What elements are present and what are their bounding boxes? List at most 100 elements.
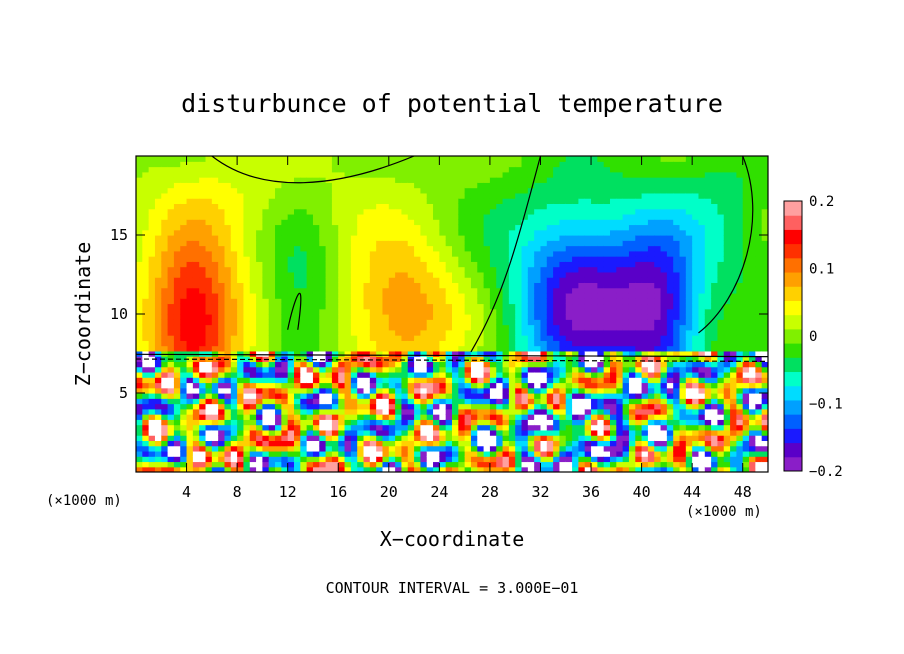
heatmap-cell [641, 340, 649, 347]
heatmap-cell [452, 250, 459, 257]
heatmap-cell [287, 435, 295, 441]
heatmap-cell [268, 198, 276, 204]
heatmap-cell [414, 261, 421, 268]
heatmap-cell [433, 340, 440, 347]
heatmap-cell [256, 266, 263, 273]
heatmap-cell [426, 182, 434, 189]
heatmap-cell [300, 161, 308, 168]
heatmap-cell [534, 393, 542, 399]
heatmap-cell [136, 408, 143, 415]
heatmap-cell [452, 329, 459, 336]
heatmap-cell [546, 435, 554, 441]
heatmap-cell [249, 245, 257, 252]
heatmap-cell [395, 408, 403, 415]
heatmap-cell [540, 387, 548, 394]
heatmap-cell [300, 403, 308, 410]
heatmap-cell [275, 424, 282, 431]
heatmap-cell [300, 203, 308, 210]
heatmap-cell [275, 245, 282, 252]
heatmap-cell [243, 240, 251, 247]
heatmap-cell [559, 450, 567, 457]
heatmap-cell [218, 213, 226, 220]
heatmap-cell [470, 361, 478, 368]
heatmap-cell [527, 345, 535, 352]
heatmap-cell [363, 271, 371, 278]
heatmap-cell [628, 398, 636, 405]
heatmap-cell [173, 161, 181, 168]
heatmap-cell [262, 387, 270, 394]
heatmap-cell [414, 224, 421, 231]
heatmap-cell [414, 461, 421, 468]
heatmap-cell [338, 450, 346, 457]
heatmap-cell [325, 287, 333, 294]
heatmap-cell [565, 429, 573, 436]
heatmap-cell [546, 466, 554, 472]
heatmap-cell [414, 282, 421, 289]
heatmap-cell [401, 450, 409, 457]
heatmap-cell [142, 292, 150, 299]
heatmap-cell [527, 192, 535, 199]
heatmap-cell [445, 156, 453, 162]
heatmap-cell [439, 393, 447, 399]
heatmap-cell [369, 235, 377, 241]
heatmap-cell [268, 435, 276, 441]
heatmap-cell [458, 192, 466, 199]
heatmap-cell [540, 414, 548, 420]
heatmap-cell [180, 456, 188, 463]
heatmap-cell [502, 250, 510, 257]
heatmap-cell [401, 324, 409, 331]
heatmap-cell [527, 219, 535, 226]
heatmap-cell [148, 235, 156, 241]
heatmap-cell [142, 435, 150, 441]
heatmap-cell [496, 182, 504, 189]
heatmap-cell [180, 166, 188, 173]
heatmap-cell [350, 403, 358, 410]
heatmap-cell [515, 429, 523, 436]
heatmap-cell [325, 298, 333, 305]
heatmap-cell [433, 277, 440, 283]
heatmap-cell [578, 319, 586, 326]
heatmap-cell [344, 187, 352, 194]
heatmap-cell [325, 435, 333, 441]
heatmap-cell [584, 266, 592, 273]
heatmap-cell [376, 250, 384, 257]
heatmap-cell [192, 245, 200, 252]
heatmap-cell [414, 366, 421, 373]
heatmap-cell [414, 335, 421, 341]
heatmap-cell [489, 466, 497, 472]
heatmap-cell [319, 329, 327, 336]
heatmap-cell [287, 271, 295, 278]
heatmap-cell [420, 366, 428, 373]
heatmap-cell [325, 192, 333, 199]
heatmap-cell [161, 156, 169, 162]
heatmap-cell [281, 308, 289, 315]
heatmap-cell [565, 177, 573, 183]
heatmap-cell [628, 303, 636, 310]
heatmap-cell [300, 187, 308, 194]
heatmap-cell [167, 393, 175, 399]
heatmap-cell [534, 271, 542, 278]
heatmap-cell [452, 429, 459, 436]
heatmap-cell [306, 387, 314, 394]
heatmap-cell [572, 292, 579, 299]
heatmap-cell [610, 445, 617, 452]
heatmap-cell [439, 450, 447, 457]
heatmap-cell [154, 224, 162, 231]
heatmap-cell [294, 261, 301, 268]
heatmap-cell [597, 266, 605, 273]
heatmap-cell [376, 371, 384, 378]
heatmap-cell [635, 340, 643, 347]
heatmap-cell [256, 287, 263, 294]
heatmap-cell [420, 456, 428, 463]
heatmap-cell [230, 271, 238, 278]
heatmap-cell [243, 224, 251, 231]
heatmap-cell [420, 303, 428, 310]
heatmap-cell [395, 198, 403, 204]
heatmap-cell [161, 382, 169, 389]
heatmap-cell [452, 235, 459, 241]
heatmap-cell [306, 377, 314, 384]
heatmap-cell [218, 187, 226, 194]
heatmap-cell [470, 192, 478, 199]
heatmap-cell [546, 371, 554, 378]
heatmap-cell [331, 161, 339, 168]
